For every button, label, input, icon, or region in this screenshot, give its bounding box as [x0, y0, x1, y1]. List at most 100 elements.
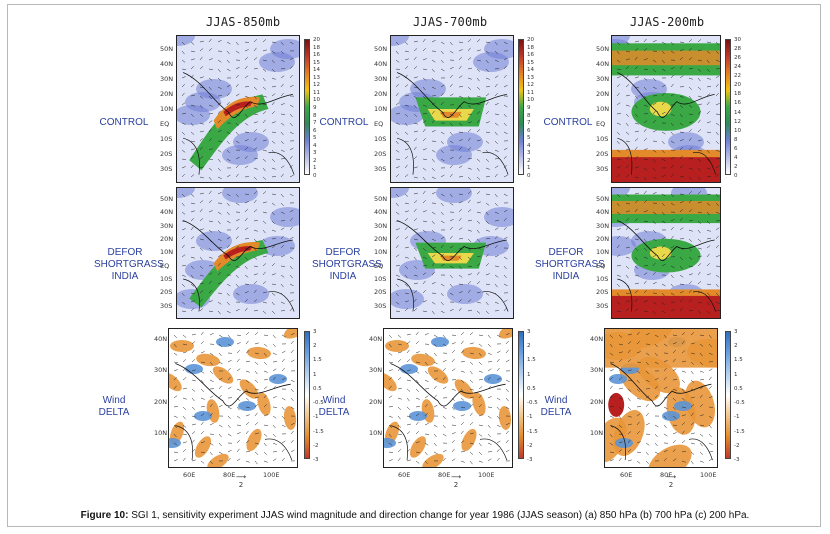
colorbar-label: 14: [313, 67, 320, 74]
colorbar-label: -1: [313, 414, 319, 421]
colorbar-label: 6: [734, 145, 738, 152]
colorbar-label: -2: [527, 442, 533, 449]
colorbar-label: 3: [734, 329, 738, 335]
colorbar-label: 8: [527, 112, 531, 119]
defor-lat-tick: EQ: [596, 261, 606, 270]
control-lat-tick: EQ: [596, 120, 606, 128]
defor-lat-tick: 10N: [596, 248, 610, 257]
delta-lon-tick: 80E: [223, 471, 236, 479]
control-lat-tick: 30N: [596, 75, 610, 83]
defor-lat-tick: 30S: [374, 301, 387, 310]
control-lat-tick: 10S: [160, 135, 173, 143]
colorbar-label: 22: [734, 73, 741, 80]
map-control-200: [611, 35, 721, 183]
defor-lat-tick: EQ: [374, 261, 384, 270]
colorbar-delta_200: [725, 331, 731, 459]
defor-lat-tick: 30N: [596, 221, 610, 230]
defor-lat-tick: 40N: [160, 208, 174, 217]
colorbar-label: 0.5: [313, 385, 322, 392]
control-lat-tick: 20N: [160, 90, 174, 98]
colorbar-label: -1.5: [734, 428, 745, 435]
colorbar-label: 9: [527, 105, 531, 111]
colorbar-label: -0.5: [734, 400, 745, 407]
control-lat-tick: 20S: [374, 150, 387, 158]
colorbar-label: -2: [734, 442, 740, 449]
colorbar-label: 3: [527, 150, 531, 157]
colorbar-label: 15: [527, 59, 534, 66]
defor-lat-tick: 30S: [596, 301, 609, 310]
defor-lat-tick: 20N: [374, 235, 388, 243]
colorbar-label: 26: [734, 55, 741, 62]
reference-arrow-1: ⟶ 2: [235, 473, 247, 489]
colorbar-label: 18: [527, 44, 534, 51]
defor-lat-tick: 20S: [374, 288, 387, 297]
colorbar-label: 5: [313, 135, 317, 142]
colorbar-label: 3: [313, 150, 317, 157]
control-lat-tick: 50N: [374, 45, 388, 53]
figure-frame: JJAS-850mb JJAS-700mb JJAS-200mb CONTROL…: [7, 4, 821, 527]
colorbar-label: -0.5: [527, 400, 538, 407]
colorbar-label: 13: [527, 74, 534, 81]
delta-lon-tick: 60E: [620, 471, 633, 479]
row-label-defor-2: DEFOR SHORTGRASS INDIA: [312, 247, 382, 282]
colorbar-label: -1.5: [527, 428, 538, 435]
colorbar-delta_850: [304, 331, 310, 459]
control-lat-tick: 50N: [160, 45, 174, 53]
control-lat-tick: 40N: [596, 60, 610, 68]
control-lat-tick: 30N: [160, 75, 174, 83]
colorbar-label: 12: [313, 82, 320, 89]
colorbar-label: 1: [313, 165, 317, 172]
control-lat-tick: EQ: [374, 120, 384, 128]
control-lat-tick: 10N: [160, 105, 174, 113]
delta-lat-tick: 20N: [154, 397, 168, 406]
delta-lat-tick: 20N: [369, 397, 383, 406]
delta-lat-tick: 30N: [369, 366, 383, 375]
figure-caption: Figure 10: SGI 1, sensitivity experiment…: [8, 510, 822, 521]
colorbar-700: [518, 39, 524, 175]
control-lat-tick: 20S: [160, 150, 173, 158]
column-title-200: JJAS-200mb: [630, 15, 705, 29]
delta-lat-tick: 10N: [154, 428, 168, 437]
delta-lon-tick: 60E: [183, 471, 196, 479]
defor-lat-tick: 30S: [160, 301, 173, 310]
colorbar-label: 11: [527, 89, 534, 96]
map-delta-850: [168, 328, 298, 468]
colorbar-200: [725, 39, 731, 175]
colorbar-label: 8: [734, 136, 738, 143]
colorbar-label: -2: [313, 442, 319, 449]
defor-lat-tick: 40N: [374, 208, 388, 217]
colorbar-label: -0.5: [313, 400, 324, 407]
colorbar-label: 2: [734, 343, 738, 350]
defor-lat-tick: 10S: [160, 275, 173, 283]
row-label-control-3: CONTROL: [543, 117, 593, 128]
delta-lat-tick: 30N: [154, 366, 168, 375]
row-label-delta-2: Wind DELTA: [318, 395, 350, 418]
control-lat-tick: 20S: [596, 150, 609, 158]
colorbar-label: 1: [527, 371, 531, 378]
control-lat-tick: 40N: [160, 60, 174, 68]
colorbar-label: 8: [313, 112, 317, 119]
colorbar-label: -3: [313, 457, 319, 463]
control-lat-tick: 10N: [374, 105, 388, 113]
colorbar-label: 12: [527, 82, 534, 89]
delta-lat-tick: 40N: [154, 335, 168, 343]
control-lat-tick: 20N: [374, 90, 388, 98]
colorbar-label: 30: [734, 37, 741, 43]
colorbar-label: 0.5: [527, 385, 536, 392]
colorbar-label: -1: [734, 414, 740, 421]
colorbar-label: 10: [313, 97, 320, 104]
control-lat-tick: 20N: [596, 90, 610, 98]
control-lat-tick: 30S: [596, 165, 609, 173]
colorbar-label: -3: [527, 457, 533, 463]
colorbar-label: 24: [734, 64, 741, 71]
colorbar-label: 16: [313, 52, 320, 59]
delta-lon-tick: 80E: [438, 471, 451, 479]
control-lat-tick: 50N: [596, 45, 610, 53]
map-defor-200: [611, 187, 721, 319]
delta-lat-tick: 10N: [369, 428, 383, 437]
colorbar-label: 20: [734, 82, 741, 89]
control-lat-tick: 30S: [374, 165, 387, 173]
colorbar-label: 11: [313, 89, 320, 96]
map-defor-700: [390, 187, 514, 319]
defor-lat-tick: 10S: [596, 275, 609, 283]
